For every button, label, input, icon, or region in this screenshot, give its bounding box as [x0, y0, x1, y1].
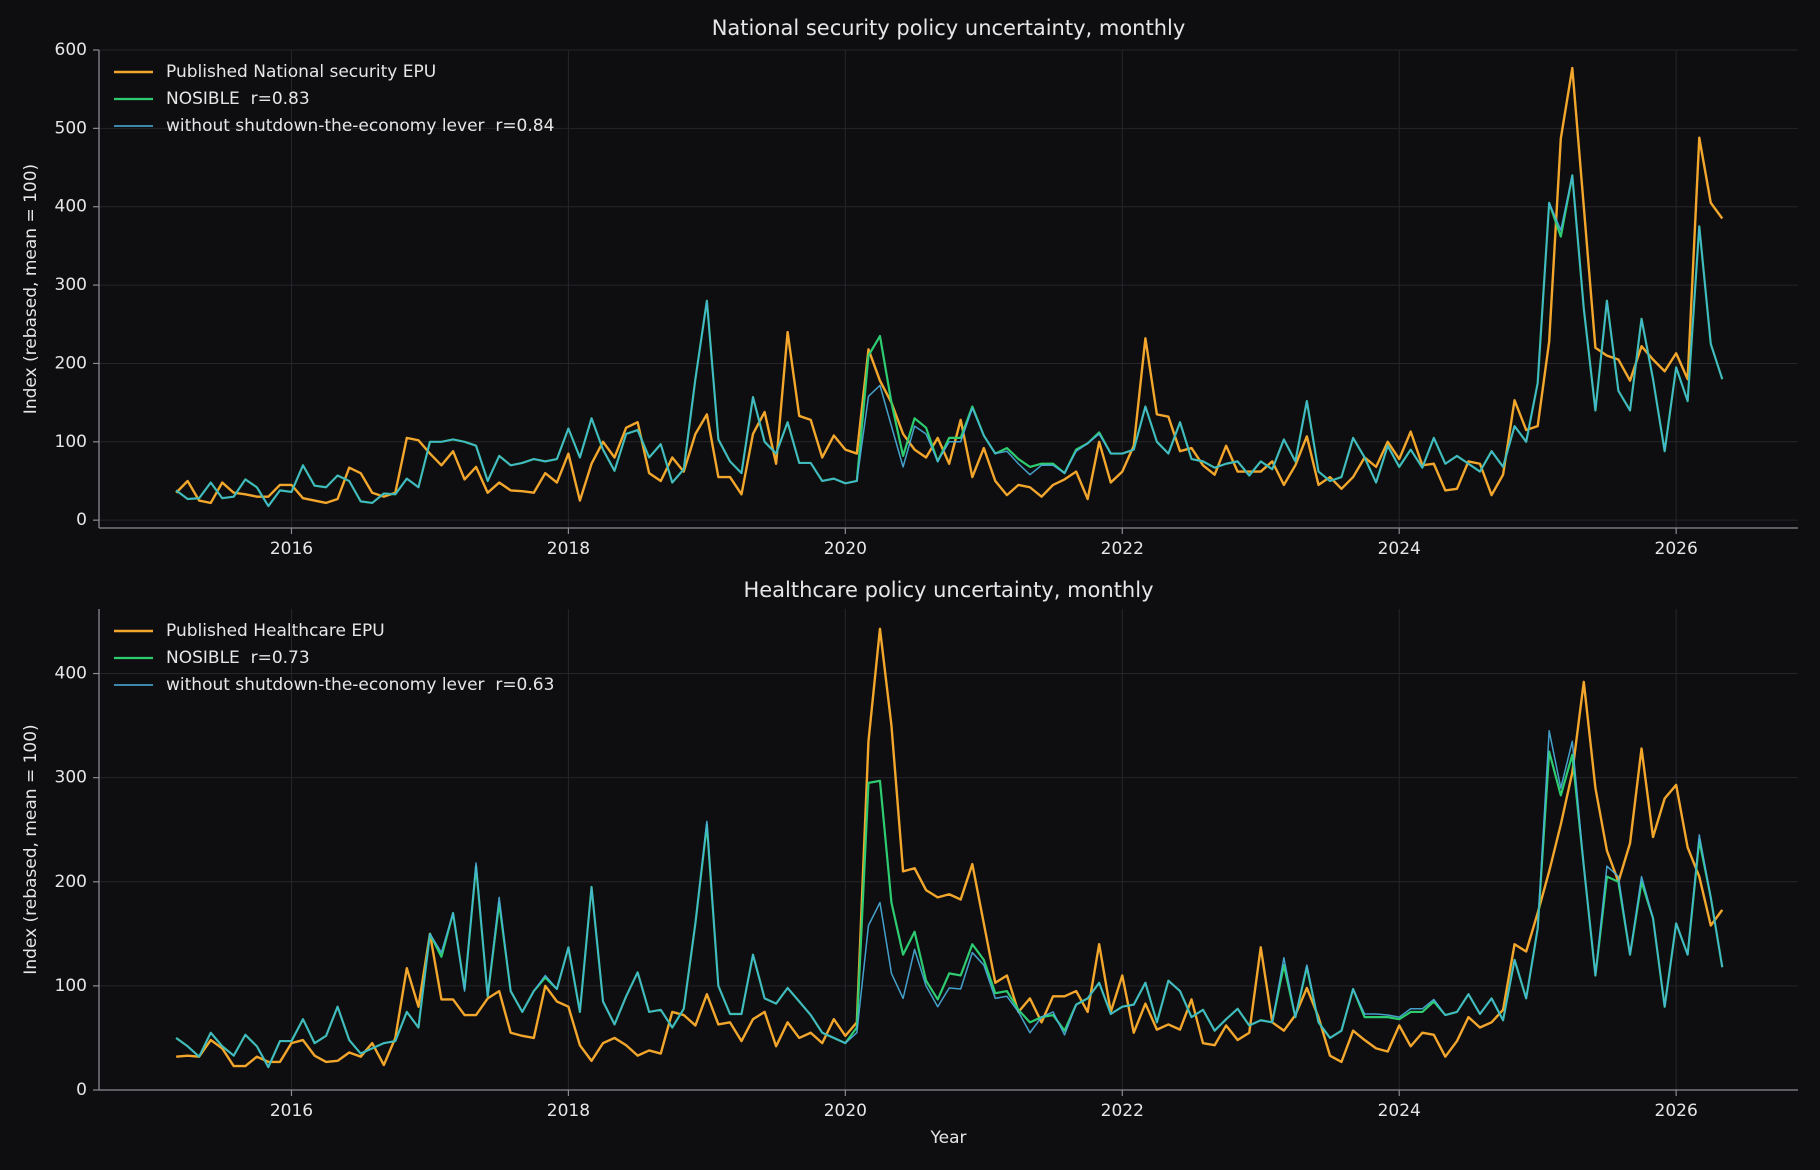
legend-label: without shutdown-the-economy lever r=0.6…	[166, 675, 554, 695]
legend-label: NOSIBLE r=0.73	[166, 648, 310, 668]
legend-label: NOSIBLE r=0.83	[166, 89, 310, 109]
y-tick-label: 100	[55, 432, 87, 452]
y-tick-label: 400	[55, 664, 87, 684]
series-line	[175, 66, 1724, 505]
x-tick-label: 2020	[824, 1101, 867, 1121]
x-tick-label: 2026	[1655, 1101, 1698, 1121]
series-line	[176, 627, 1724, 1068]
x-tick-label: 2016	[270, 1101, 313, 1121]
y-tick-label: 600	[55, 40, 87, 60]
x-tick-label: 2024	[1378, 539, 1421, 559]
y-tick-label: 200	[55, 353, 87, 373]
x-tick-label: 2018	[547, 539, 590, 559]
legend-label: Published Healthcare EPU	[166, 621, 385, 641]
legend-label: without shutdown-the-economy lever r=0.8…	[166, 116, 554, 136]
x-tick-label: 2022	[1101, 1101, 1144, 1121]
y-tick-label: 300	[55, 768, 87, 788]
y-tick-label: 100	[55, 976, 87, 996]
y-axis-label: Index (rebased, mean = 100)	[21, 724, 41, 974]
y-tick-label: 500	[55, 118, 87, 138]
x-axis-label: Year	[930, 1128, 967, 1148]
y-tick-label: 0	[76, 510, 87, 530]
series-line	[175, 730, 1724, 1068]
x-tick-label: 2022	[1101, 539, 1144, 559]
x-tick-label: 2016	[270, 539, 313, 559]
x-tick-label: 2018	[547, 1101, 590, 1121]
chart-title: National security policy uncertainty, mo…	[712, 16, 1186, 40]
x-tick-label: 2026	[1655, 539, 1698, 559]
y-tick-label: 300	[55, 275, 87, 295]
x-tick-label: 2020	[824, 539, 867, 559]
legend-label: Published National security EPU	[166, 62, 436, 82]
y-tick-label: 0	[76, 1080, 87, 1100]
x-tick-label: 2024	[1378, 1101, 1421, 1121]
y-tick-label: 200	[55, 872, 87, 892]
y-axis-label: Index (rebased, mean = 100)	[21, 164, 41, 414]
y-tick-label: 400	[55, 197, 87, 217]
series-line	[175, 174, 1723, 507]
chart-title: Healthcare policy uncertainty, monthly	[743, 578, 1153, 602]
